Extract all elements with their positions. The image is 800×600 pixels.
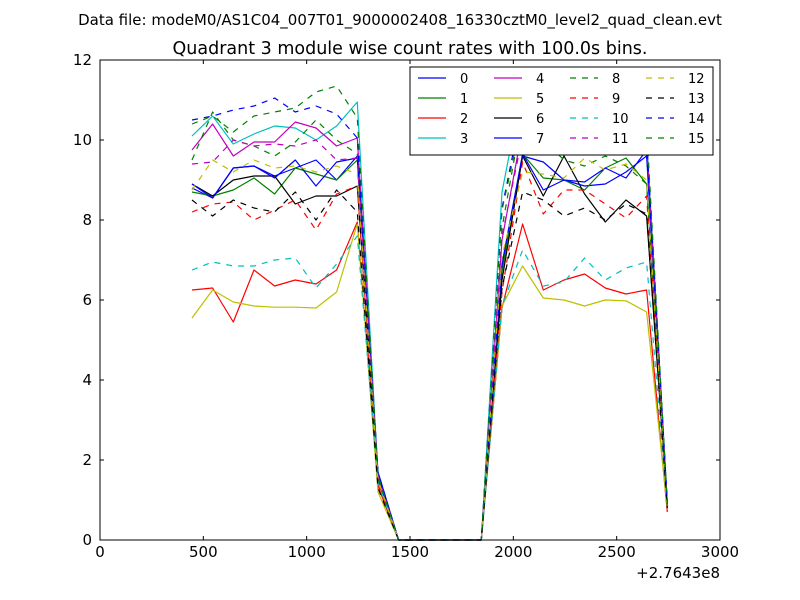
legend-label-15: 15 — [688, 132, 705, 147]
legend-label-5: 5 — [536, 92, 544, 107]
legend-label-6: 6 — [536, 112, 544, 127]
legend-label-1: 1 — [460, 92, 468, 107]
legend-box — [409, 66, 714, 156]
y-tick-label: 0 — [82, 531, 92, 549]
x-tick-label: 1500 — [391, 543, 429, 561]
x-tick-label: 2500 — [598, 543, 636, 561]
legend-label-8: 8 — [612, 72, 620, 87]
x-tick-labels: 0 500 1000 1500 2000 2500 3000 — [95, 543, 739, 561]
y-tick-label: 8 — [82, 211, 92, 229]
x-tick-label: 0 — [95, 543, 105, 561]
legend-label-10: 10 — [612, 112, 629, 127]
legend-label-14: 14 — [688, 112, 705, 127]
legend-label-3: 3 — [460, 132, 468, 147]
y-tick-label: 6 — [82, 291, 92, 309]
legend-label-11: 11 — [612, 132, 629, 147]
x-tick-label: 2000 — [494, 543, 532, 561]
x-tick-label: 1000 — [288, 543, 326, 561]
y-tick-label: 2 — [82, 451, 92, 469]
x-tick-label: 500 — [189, 543, 218, 561]
legend-label-13: 13 — [688, 92, 705, 107]
y-tick-label: 4 — [82, 371, 92, 389]
y-tick-labels: 0 2 4 6 8 10 12 — [73, 51, 92, 549]
x-tick-label: 3000 — [701, 543, 739, 561]
figure-suptitle: Data file: modeM0/AS1C04_007T01_90000024… — [78, 11, 722, 30]
plot-frame — [99, 59, 721, 541]
y-tick-label: 10 — [73, 131, 92, 149]
legend-label-7: 7 — [536, 132, 544, 147]
legend-label-0: 0 — [460, 72, 468, 87]
legend-label-2: 2 — [460, 112, 468, 127]
legend-label-4: 4 — [536, 72, 544, 87]
x-offset-label: +2.7643e8 — [636, 564, 720, 582]
legend-label-12: 12 — [688, 72, 705, 87]
chart-title: Quadrant 3 module wise count rates with … — [173, 39, 648, 59]
legend-label-9: 9 — [612, 92, 620, 107]
y-tick-label: 12 — [73, 51, 92, 69]
